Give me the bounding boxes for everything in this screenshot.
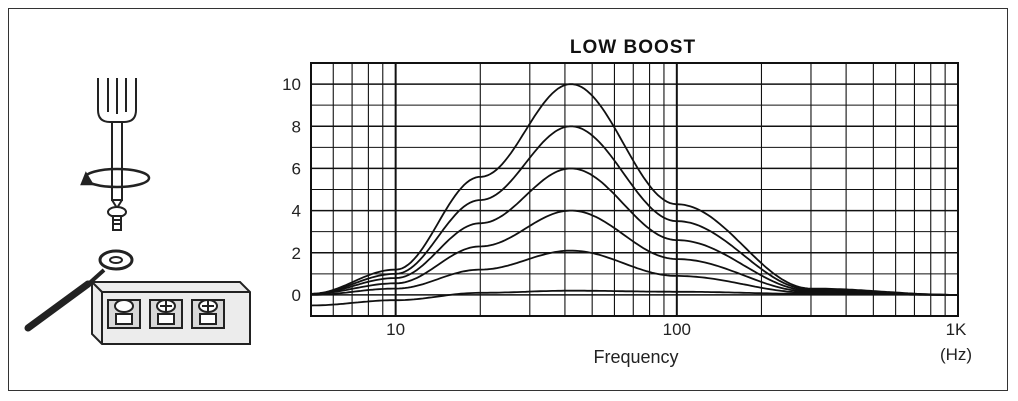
rotate-arrow-icon xyxy=(80,167,151,189)
chart-title: LOW BOOST xyxy=(570,37,696,58)
screw-icon xyxy=(107,206,127,231)
x-axis-unit: (Hz) xyxy=(940,345,972,364)
y-tick-label: 6 xyxy=(292,159,301,178)
x-axis-label: Frequency xyxy=(593,347,678,367)
y-tick-label: 2 xyxy=(292,244,301,263)
x-tick-labels: 10 100 1K xyxy=(386,320,967,339)
ring-terminal-icon xyxy=(24,249,134,332)
chart-curves xyxy=(310,83,958,307)
x-tick-label: 100 xyxy=(663,320,691,339)
y-tick-label: 8 xyxy=(292,117,301,136)
chart-grid xyxy=(310,62,959,317)
y-tick-labels: 10 8 6 4 2 0 xyxy=(282,75,301,305)
y-tick-label: 4 xyxy=(292,202,301,221)
y-tick-label: 10 xyxy=(282,75,301,94)
screwdriver-icon xyxy=(97,78,137,210)
y-tick-label: 0 xyxy=(292,286,301,305)
terminal-illustration xyxy=(24,78,251,345)
curve-2 xyxy=(311,249,958,296)
x-tick-label: 10 xyxy=(386,320,405,339)
terminal-block-icon xyxy=(91,281,251,345)
x-tick-label: 1K xyxy=(946,320,967,339)
curve-0 xyxy=(310,289,958,307)
